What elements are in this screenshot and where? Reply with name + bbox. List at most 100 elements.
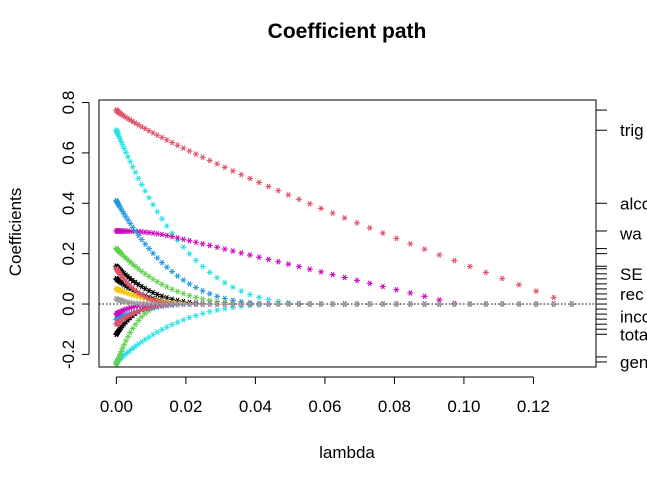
- coefficient-point: [229, 248, 236, 254]
- coefficient-point: [206, 157, 213, 164]
- coefficient-point: [127, 220, 134, 227]
- coefficient-point: [186, 292, 193, 299]
- coefficient-point: [192, 151, 199, 157]
- coefficient-point: [550, 294, 557, 301]
- coefficient-point: [275, 258, 282, 265]
- coefficient-point: [265, 183, 272, 190]
- y-tick-label: -0.2: [59, 340, 78, 369]
- coefficient-point: [238, 171, 245, 178]
- coefficient-point: [129, 285, 136, 292]
- coefficient-point: [124, 333, 131, 340]
- coefficient-point: [295, 263, 302, 270]
- coefficient-point: [113, 107, 120, 113]
- coefficient-point: [341, 301, 348, 307]
- coefficient-point: [221, 164, 228, 171]
- right-variable-label: wa: [619, 225, 642, 244]
- coefficient-point: [199, 287, 206, 294]
- coefficient-point: [199, 296, 206, 302]
- coefficient-point: [180, 317, 187, 323]
- x-axis-label: lambda: [319, 443, 375, 462]
- x-tick-label: 0.00: [100, 397, 133, 416]
- coefficient-point: [180, 236, 187, 243]
- coefficient-point: [169, 230, 176, 237]
- coefficient-point: [295, 301, 302, 307]
- coefficient-point: [113, 296, 120, 302]
- right-variable-label: gen: [620, 353, 647, 372]
- coefficient-point: [113, 275, 120, 282]
- coefficient-point: [138, 236, 145, 243]
- coefficient-point: [186, 237, 193, 244]
- coefficient-point: [285, 301, 292, 307]
- coefficient-point: [113, 331, 120, 338]
- coefficient-point: [199, 301, 206, 307]
- y-tick-label: 0.0: [59, 292, 78, 316]
- coefficient-point: [421, 293, 428, 300]
- coefficient-point: [174, 273, 181, 279]
- coefficient-point: [379, 301, 386, 307]
- coefficient-point: [154, 255, 161, 261]
- coefficient-point: [113, 311, 120, 317]
- coefficient-point: [174, 301, 181, 307]
- coefficient-point: [329, 210, 336, 216]
- coefficient-point: [199, 240, 206, 247]
- coefficient-point: [186, 148, 193, 154]
- coefficient-point: [256, 294, 263, 301]
- coefficient-point: [550, 301, 557, 307]
- coefficient-point: [199, 263, 206, 270]
- y-axis-label: Coefficients: [6, 188, 25, 277]
- coefficient-point: [158, 326, 165, 333]
- coefficient-point: [129, 163, 136, 170]
- coefficient-point: [407, 240, 414, 247]
- coefficient-point: [256, 254, 263, 261]
- coefficient-point: [135, 175, 142, 182]
- coefficient-point: [154, 132, 161, 138]
- coefficient-point: [158, 293, 165, 300]
- coefficient-point: [180, 290, 187, 297]
- coefficient-point: [285, 261, 292, 268]
- coefficient-point: [229, 304, 236, 311]
- coefficient-point: [393, 235, 400, 242]
- axes: 0.00 0.02 0.04 0.06 0.08 0.10 0.12 -0.2 0.0 0.2 0.…: [59, 91, 647, 416]
- coefficient-point: [366, 280, 373, 287]
- coefficient-point: [265, 256, 272, 263]
- coefficient-point: [163, 223, 170, 229]
- coefficient-point: [265, 296, 272, 303]
- coefficient-point: [154, 278, 161, 285]
- coefficient-point: [113, 286, 120, 292]
- coefficient-point: [256, 179, 263, 186]
- coefficient-point: [169, 233, 176, 240]
- coefficient-point: [354, 301, 361, 307]
- coefficient-point: [436, 252, 443, 258]
- y-tick-label: 0.4: [59, 191, 78, 215]
- coefficient-point: [341, 215, 348, 221]
- coefficient-point: [169, 139, 176, 146]
- coefficient-point: [482, 269, 489, 276]
- coefficient-point: [214, 274, 221, 281]
- x-tick-label: 0.06: [308, 397, 341, 416]
- coefficient-point: [275, 301, 282, 307]
- right-variable-label: tota: [620, 325, 647, 344]
- coefficient-point: [174, 237, 181, 244]
- coefficient-point: [180, 277, 187, 283]
- coefficient-point: [306, 301, 313, 307]
- coefficient-point: [265, 301, 272, 307]
- coefficient-point: [154, 208, 161, 215]
- x-tick-label: 0.12: [517, 397, 550, 416]
- coefficient-point: [499, 301, 506, 307]
- coefficient-point: [169, 301, 176, 307]
- coefficient-point: [180, 145, 187, 151]
- coefficient-point: [127, 329, 134, 336]
- coefficient-point: [515, 281, 522, 288]
- chart-title: Coefficient path: [268, 20, 427, 43]
- coefficient-points: [113, 107, 575, 368]
- coefficient-point: [158, 259, 165, 266]
- coefficient-point: [451, 257, 458, 264]
- y-tick-label: 0.6: [59, 141, 78, 165]
- coefficient-point: [318, 301, 325, 307]
- coefficient-point: [169, 296, 176, 303]
- coefficient-point: [186, 251, 193, 257]
- coefficient-point: [533, 301, 540, 307]
- coefficient-point: [221, 301, 228, 307]
- coefficient-point: [515, 301, 522, 307]
